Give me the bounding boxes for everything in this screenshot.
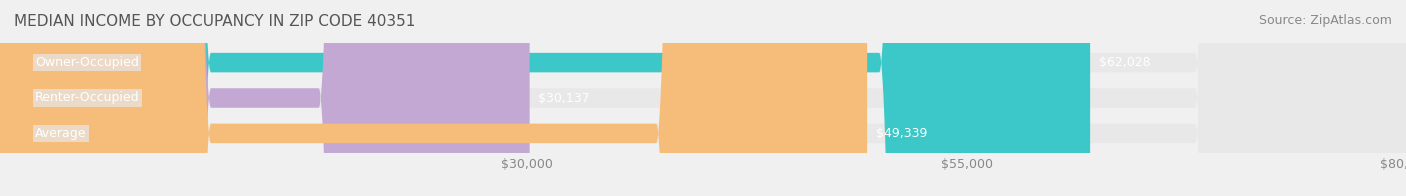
FancyBboxPatch shape: [0, 0, 868, 196]
Text: Average: Average: [35, 127, 87, 140]
Text: Owner-Occupied: Owner-Occupied: [35, 56, 139, 69]
Text: $30,137: $30,137: [538, 92, 591, 104]
FancyBboxPatch shape: [0, 0, 530, 196]
Text: MEDIAN INCOME BY OCCUPANCY IN ZIP CODE 40351: MEDIAN INCOME BY OCCUPANCY IN ZIP CODE 4…: [14, 14, 415, 29]
Text: Renter-Occupied: Renter-Occupied: [35, 92, 139, 104]
Text: Source: ZipAtlas.com: Source: ZipAtlas.com: [1258, 14, 1392, 27]
Text: $49,339: $49,339: [876, 127, 928, 140]
FancyBboxPatch shape: [0, 0, 1090, 196]
Text: $62,028: $62,028: [1099, 56, 1150, 69]
